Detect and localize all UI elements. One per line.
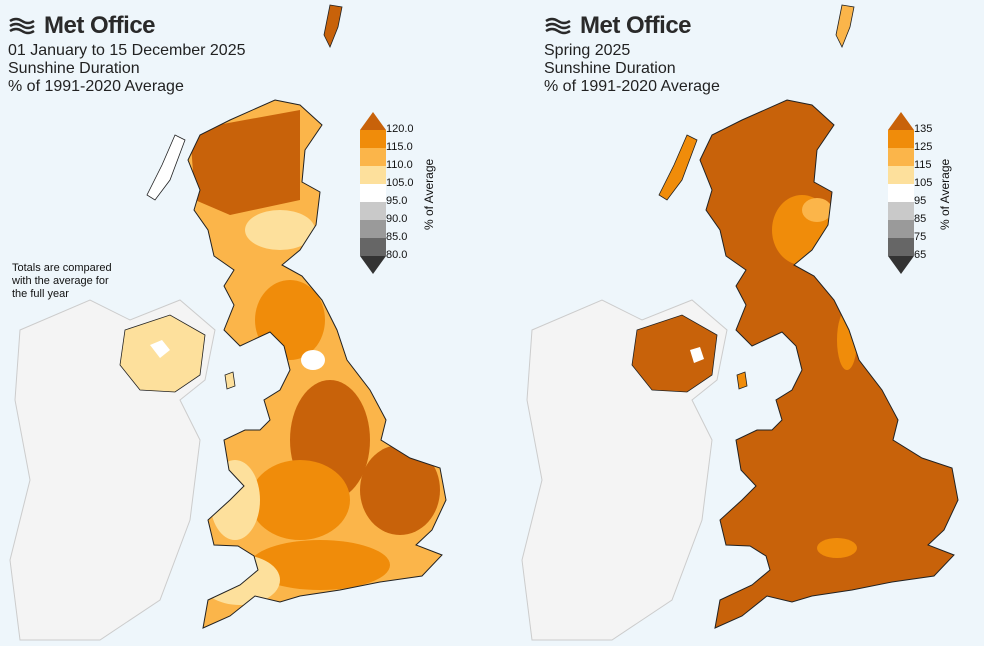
colorbar: 120.0 115.0 110.0 105.0 95.0 90.0 85.0 8… (360, 112, 440, 277)
panel-spring: Met Office Spring 2025 Sunshine Duration… (492, 0, 984, 646)
tick-label: 105.0 (386, 177, 414, 189)
tick-label: 110.0 (386, 159, 413, 171)
date-range: 01 January to 15 December 2025 (8, 42, 246, 59)
tick-label: 75 (914, 231, 927, 243)
footnote: Totals are compared with the average for… (12, 262, 112, 300)
shetland (323, 4, 343, 48)
tick-label: 80.0 (386, 249, 408, 261)
tick-label: 115.0 (386, 141, 413, 153)
uk-sunshine-map (9, 4, 447, 641)
northern-ireland (631, 314, 718, 393)
logo-text: Met Office (580, 12, 692, 39)
date-range: Spring 2025 (544, 42, 631, 59)
panel-year-to-date: Met Office 01 January to 15 December 202… (8, 0, 493, 646)
header: Met Office Spring 2025 Sunshine Duration… (544, 12, 720, 96)
met-office-logo: Met Office (8, 12, 245, 40)
variable: Sunshine Duration (544, 60, 676, 77)
western-isles (146, 134, 186, 201)
tick-label: 135 (914, 123, 933, 135)
variable: Sunshine Duration (8, 60, 140, 77)
tick-label: 105 (914, 177, 933, 189)
baseline: % of 1991-2020 Average (544, 78, 720, 95)
colorbar-title: % of Average (422, 158, 436, 230)
colorbar-swatches (360, 112, 386, 274)
uk-sunshine-map (521, 4, 959, 641)
isle-of-man (224, 371, 236, 390)
tick-label: 65 (914, 249, 927, 261)
wave-logo-icon (545, 17, 571, 35)
tick-label: 90.0 (386, 213, 408, 225)
header: Met Office 01 January to 15 December 202… (8, 12, 245, 96)
logo-text: Met Office (44, 12, 156, 39)
western-isles (658, 134, 698, 201)
met-office-logo: Met Office (544, 12, 720, 40)
tick-label: 95.0 (386, 195, 408, 207)
tick-label: 125 (914, 141, 933, 153)
shetland (835, 4, 855, 48)
colorbar-swatches (888, 112, 914, 274)
tick-label: 115 (914, 159, 932, 171)
isle-of-man (736, 371, 748, 390)
tick-label: 85 (914, 213, 927, 225)
colorbar-title: % of Average (938, 158, 952, 230)
tick-label: 85.0 (386, 231, 408, 243)
tick-label: 120.0 (386, 123, 414, 135)
colorbar: 135 125 115 105 95 85 75 65 % of Average (888, 112, 968, 277)
wave-logo-icon (9, 17, 35, 35)
tick-label: 95 (914, 195, 927, 207)
baseline: % of 1991-2020 Average (8, 78, 184, 95)
